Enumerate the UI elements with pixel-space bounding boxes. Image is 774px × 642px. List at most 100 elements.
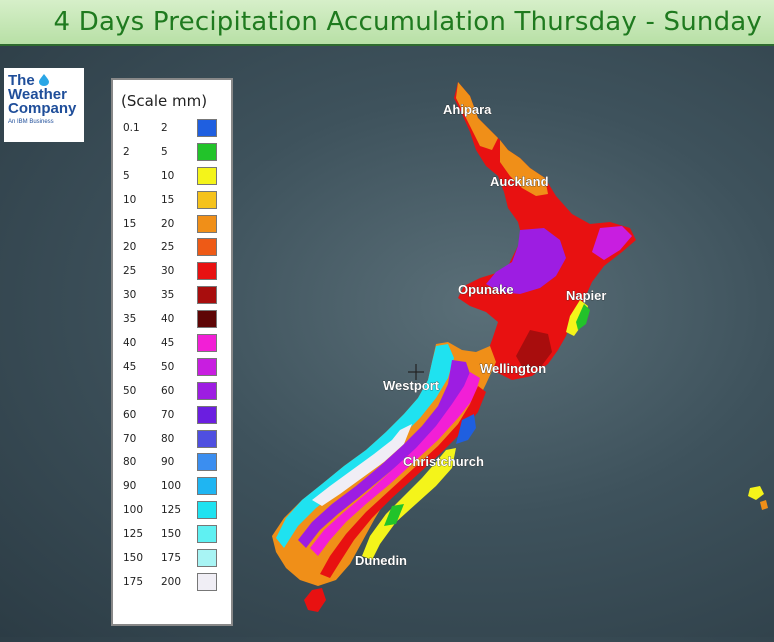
legend-row: 90 100 <box>113 474 231 498</box>
legend-color-swatch <box>197 310 217 329</box>
north-island <box>454 82 636 380</box>
legend-row: 45 50 <box>113 355 231 379</box>
legend-max-value: 20 <box>161 217 175 230</box>
legend-max-value: 150 <box>161 528 182 541</box>
legend-color-swatch <box>197 429 217 448</box>
legend-min-value: 2 <box>123 145 130 158</box>
precipitation-map: Ahipara Auckland Opunake Napier Wellingt… <box>0 46 774 637</box>
legend-max-value: 35 <box>161 289 175 302</box>
legend-max-value: 70 <box>161 408 175 421</box>
logo-tagline: An IBM Business <box>8 119 54 125</box>
south-island-alps-purple <box>298 360 472 548</box>
logo-line-2: Weather <box>8 86 67 103</box>
city-label-wellington: Wellington <box>480 361 546 376</box>
north-island-hawkes-bay-green <box>576 304 590 330</box>
legend-color-swatch <box>197 477 217 496</box>
legend-color-swatch <box>197 572 217 591</box>
legend-min-value: 40 <box>123 336 137 349</box>
legend-row: 0.1 2 <box>113 116 231 140</box>
north-island-centre-purple <box>486 228 566 294</box>
city-label-auckland: Auckland <box>490 174 549 189</box>
legend-row: 15 20 <box>113 212 231 236</box>
legend-row: 25 30 <box>113 259 231 283</box>
city-label-christchurch: Christchurch <box>403 454 484 469</box>
legend-max-value: 175 <box>161 551 182 564</box>
legend-max-value: 10 <box>161 169 175 182</box>
nz-map-svg: Ahipara Auckland Opunake Napier Wellingt… <box>272 82 768 612</box>
south-island-otago-green <box>384 504 404 526</box>
city-label-westport: Westport <box>383 378 440 393</box>
westport-crosshair-icon <box>408 364 424 380</box>
legend-min-value: 175 <box>123 575 144 588</box>
legend-min-value: 5 <box>123 169 130 182</box>
water-drop-icon <box>38 74 49 86</box>
legend-max-value: 2 <box>161 121 168 134</box>
city-label-dunedin: Dunedin <box>355 553 407 568</box>
legend-color-swatch <box>197 190 217 209</box>
legend-min-value: 20 <box>123 241 137 254</box>
city-label-opunake: Opunake <box>458 282 514 297</box>
scale-legend: (Scale mm) 0.1 2 2 5 5 10 10 15 15 20 20 25 25 30 30 35… <box>111 78 233 626</box>
legend-max-value: 45 <box>161 336 175 349</box>
legend-row: 35 40 <box>113 307 231 331</box>
legend-color-swatch <box>197 405 217 424</box>
logo-line-1: The <box>8 73 80 88</box>
legend-min-value: 100 <box>123 504 144 517</box>
legend-row: 175 200 <box>113 570 231 594</box>
south-island-alps-magenta <box>310 372 480 556</box>
weather-company-logo: The Weather Company An IBM Business <box>4 68 84 142</box>
legend-row: 150 175 <box>113 546 231 570</box>
south-island-west-white <box>312 424 412 506</box>
legend-color-swatch <box>197 262 217 281</box>
legend-color-swatch <box>197 381 217 400</box>
legend-max-value: 40 <box>161 313 175 326</box>
legend-min-value: 70 <box>123 432 137 445</box>
legend-title: (Scale mm) <box>121 92 208 110</box>
legend-color-swatch <box>197 501 217 520</box>
legend-max-value: 80 <box>161 432 175 445</box>
legend-min-value: 30 <box>123 289 137 302</box>
legend-row: 70 80 <box>113 427 231 451</box>
legend-min-value: 35 <box>123 313 137 326</box>
legend-row: 125 150 <box>113 522 231 546</box>
legend-max-value: 30 <box>161 265 175 278</box>
legend-min-value: 80 <box>123 456 137 469</box>
legend-min-value: 125 <box>123 528 144 541</box>
city-label-napier: Napier <box>566 288 606 303</box>
legend-color-swatch <box>197 142 217 161</box>
south-island-canterbury-blue <box>456 414 476 444</box>
legend-max-value: 60 <box>161 384 175 397</box>
chatham-island-small <box>760 500 768 510</box>
legend-color-swatch <box>197 357 217 376</box>
map-title: 4 Days Precipitation Accumulation Thursd… <box>53 7 762 37</box>
legend-color-swatch <box>197 118 217 137</box>
legend-row: 60 70 <box>113 403 231 427</box>
north-island-wellington-dark <box>516 330 552 370</box>
north-island-auckland-orange <box>500 140 548 196</box>
legend-min-value: 45 <box>123 360 137 373</box>
legend-min-value: 10 <box>123 193 137 206</box>
title-bar: 4 Days Precipitation Accumulation Thursd… <box>0 0 774 46</box>
legend-min-value: 15 <box>123 217 137 230</box>
legend-rows: 0.1 2 2 5 5 10 10 15 15 20 20 25 25 30 30 35 35 40 40 45 45 5… <box>113 116 231 594</box>
legend-row: 5 10 <box>113 164 231 188</box>
legend-row: 30 35 <box>113 283 231 307</box>
south-island-canterbury-yellow <box>362 448 456 560</box>
legend-max-value: 15 <box>161 193 175 206</box>
city-label-ahipara: Ahipara <box>443 102 492 117</box>
legend-color-swatch <box>197 453 217 472</box>
legend-row: 50 60 <box>113 379 231 403</box>
legend-color-swatch <box>197 238 217 257</box>
legend-row: 100 125 <box>113 498 231 522</box>
north-island-north-orange <box>456 82 498 150</box>
legend-max-value: 25 <box>161 241 175 254</box>
legend-color-swatch <box>197 286 217 305</box>
legend-color-swatch <box>197 166 217 185</box>
legend-max-value: 200 <box>161 575 182 588</box>
stewart-island <box>304 588 326 612</box>
legend-row: 80 90 <box>113 450 231 474</box>
legend-color-swatch <box>197 214 217 233</box>
south-island-east-red <box>320 386 486 578</box>
chatham-islands <box>748 486 768 510</box>
